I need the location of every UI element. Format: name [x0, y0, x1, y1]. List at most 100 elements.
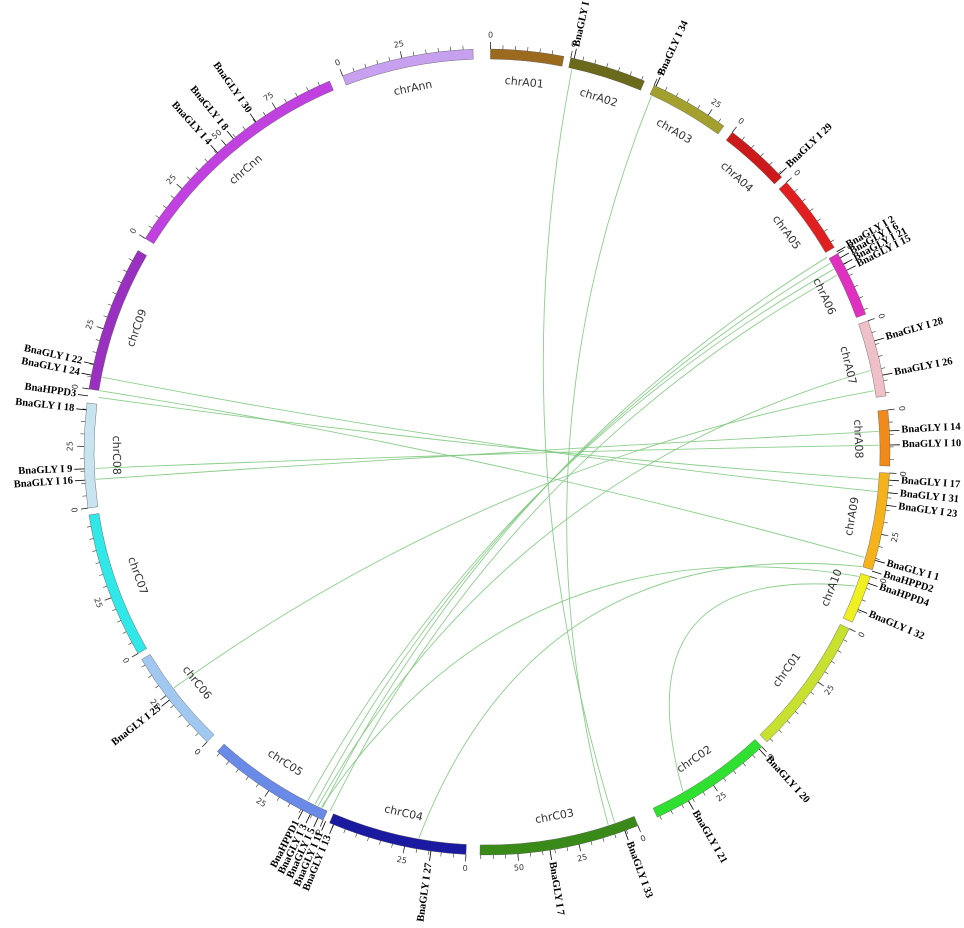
chromosome-label: chrC05: [265, 747, 305, 779]
tick-label: 0: [857, 631, 867, 640]
chromosome-arc: [342, 49, 474, 86]
major-tick: [881, 534, 889, 537]
tick-mark: [594, 59, 597, 64]
tick-mark: [428, 850, 430, 855]
tick-mark: [670, 810, 674, 815]
tick-mark: [760, 153, 764, 157]
tick-mark: [306, 87, 309, 91]
gene-label: BnaGLY I 26: [893, 356, 953, 378]
tick-mark: [178, 714, 182, 718]
chromosome-label: chrA05: [770, 213, 804, 252]
tick-mark: [566, 846, 569, 851]
gene-label: BnaGLY I 7: [547, 861, 566, 916]
chromosome-arc: [725, 131, 783, 185]
tick-label: 0: [656, 67, 664, 77]
tick-label: 0: [897, 405, 906, 411]
chromosome-label: chrA02: [578, 86, 619, 110]
links: [95, 69, 879, 839]
tick-mark: [343, 829, 346, 834]
chromosome-label: chrA03: [654, 116, 694, 147]
tick-mark: [352, 67, 355, 72]
tick-mark: [412, 51, 415, 56]
tick-mark: [769, 738, 774, 742]
chromosome-arc: [141, 654, 215, 743]
gene-label: BnaHPPD3: [24, 381, 77, 399]
major-tick: [732, 126, 737, 133]
tick-label: 0: [313, 828, 321, 838]
major-tick: [867, 318, 875, 322]
tick-mark: [733, 770, 737, 775]
tick-mark: [831, 660, 835, 664]
tick-mark: [741, 136, 745, 141]
gene-label: BnaGLY I 17: [901, 475, 961, 490]
gene-pointer: [321, 821, 327, 831]
major-tick: [713, 785, 718, 792]
gene-pointer: [329, 824, 334, 834]
tick-label: 0: [879, 577, 889, 585]
tick-mark: [95, 339, 100, 341]
tick-mark: [232, 133, 236, 138]
tick-mark: [824, 671, 829, 675]
major-tick: [817, 681, 824, 687]
gene-pointer: [839, 252, 850, 259]
tick-mark: [590, 841, 593, 846]
major-tick: [786, 177, 792, 183]
tick-label: 25: [576, 852, 588, 863]
chromosome-label: chrC04: [383, 802, 424, 823]
tick-mark: [298, 809, 302, 814]
gene-label: BnaGLY I 10: [902, 438, 962, 450]
tick-mark: [107, 303, 112, 306]
gene-label: BnaGLY I 18: [15, 397, 75, 414]
tick-mark: [676, 92, 679, 97]
tick-mark: [255, 783, 259, 788]
tick-mark: [582, 56, 585, 61]
tick-mark: [752, 754, 756, 759]
tick-mark: [539, 48, 541, 53]
chromosome-label: chrA04: [718, 159, 756, 195]
tick-mark: [112, 608, 117, 612]
tick-mark: [89, 538, 94, 540]
tick-mark: [830, 239, 835, 243]
tick-mark: [885, 391, 890, 394]
chromosome-label: chrA10: [819, 567, 845, 608]
tick-mark: [87, 375, 92, 378]
chromosome-arc: [778, 182, 835, 253]
major-tick: [870, 576, 878, 580]
ring: 0 chrA01 0 chrA02 0 25 chrA03 0 chrA04 0 chrA05 0 ch…: [13, 0, 961, 922]
gene-label: BnaGLY I 28: [884, 316, 944, 343]
tick-mark: [824, 228, 828, 232]
gene-pointer: [226, 130, 234, 140]
tick-mark: [148, 675, 152, 678]
major-tick: [707, 109, 713, 116]
major-tick: [402, 846, 405, 854]
tick-mark: [186, 723, 190, 728]
tick-mark: [128, 642, 133, 645]
gene-label: BnaGLY I 33: [624, 840, 655, 900]
tick-mark: [878, 355, 883, 357]
tick-mark: [854, 284, 859, 287]
tick-label: 25: [890, 531, 901, 543]
tick-mark: [187, 176, 191, 180]
chromosome-arc: [83, 402, 99, 509]
tick-label: 0: [792, 168, 802, 178]
chromosome-arc: [877, 409, 891, 467]
chromosome-arc: [490, 48, 565, 67]
tick-mark: [425, 49, 427, 54]
tick-mark: [295, 92, 298, 97]
chromosome-label: chrC02: [674, 743, 714, 776]
chromosome-label: chrCnn: [227, 152, 265, 187]
tick-mark: [379, 840, 381, 845]
tick-label: 0: [128, 226, 138, 235]
tick-mark: [883, 521, 888, 524]
tick-label: 0: [876, 312, 886, 320]
tick-mark: [86, 526, 91, 528]
tick-label: 0: [70, 384, 80, 390]
synteny-link: [418, 562, 862, 839]
tick-mark: [95, 562, 100, 564]
tick-mark: [718, 118, 722, 123]
synteny-link: [95, 444, 879, 469]
tick-mark: [809, 208, 814, 212]
tick-mark: [355, 833, 358, 838]
gene-pointer: [874, 337, 885, 342]
chromosome-arc: [88, 513, 147, 654]
